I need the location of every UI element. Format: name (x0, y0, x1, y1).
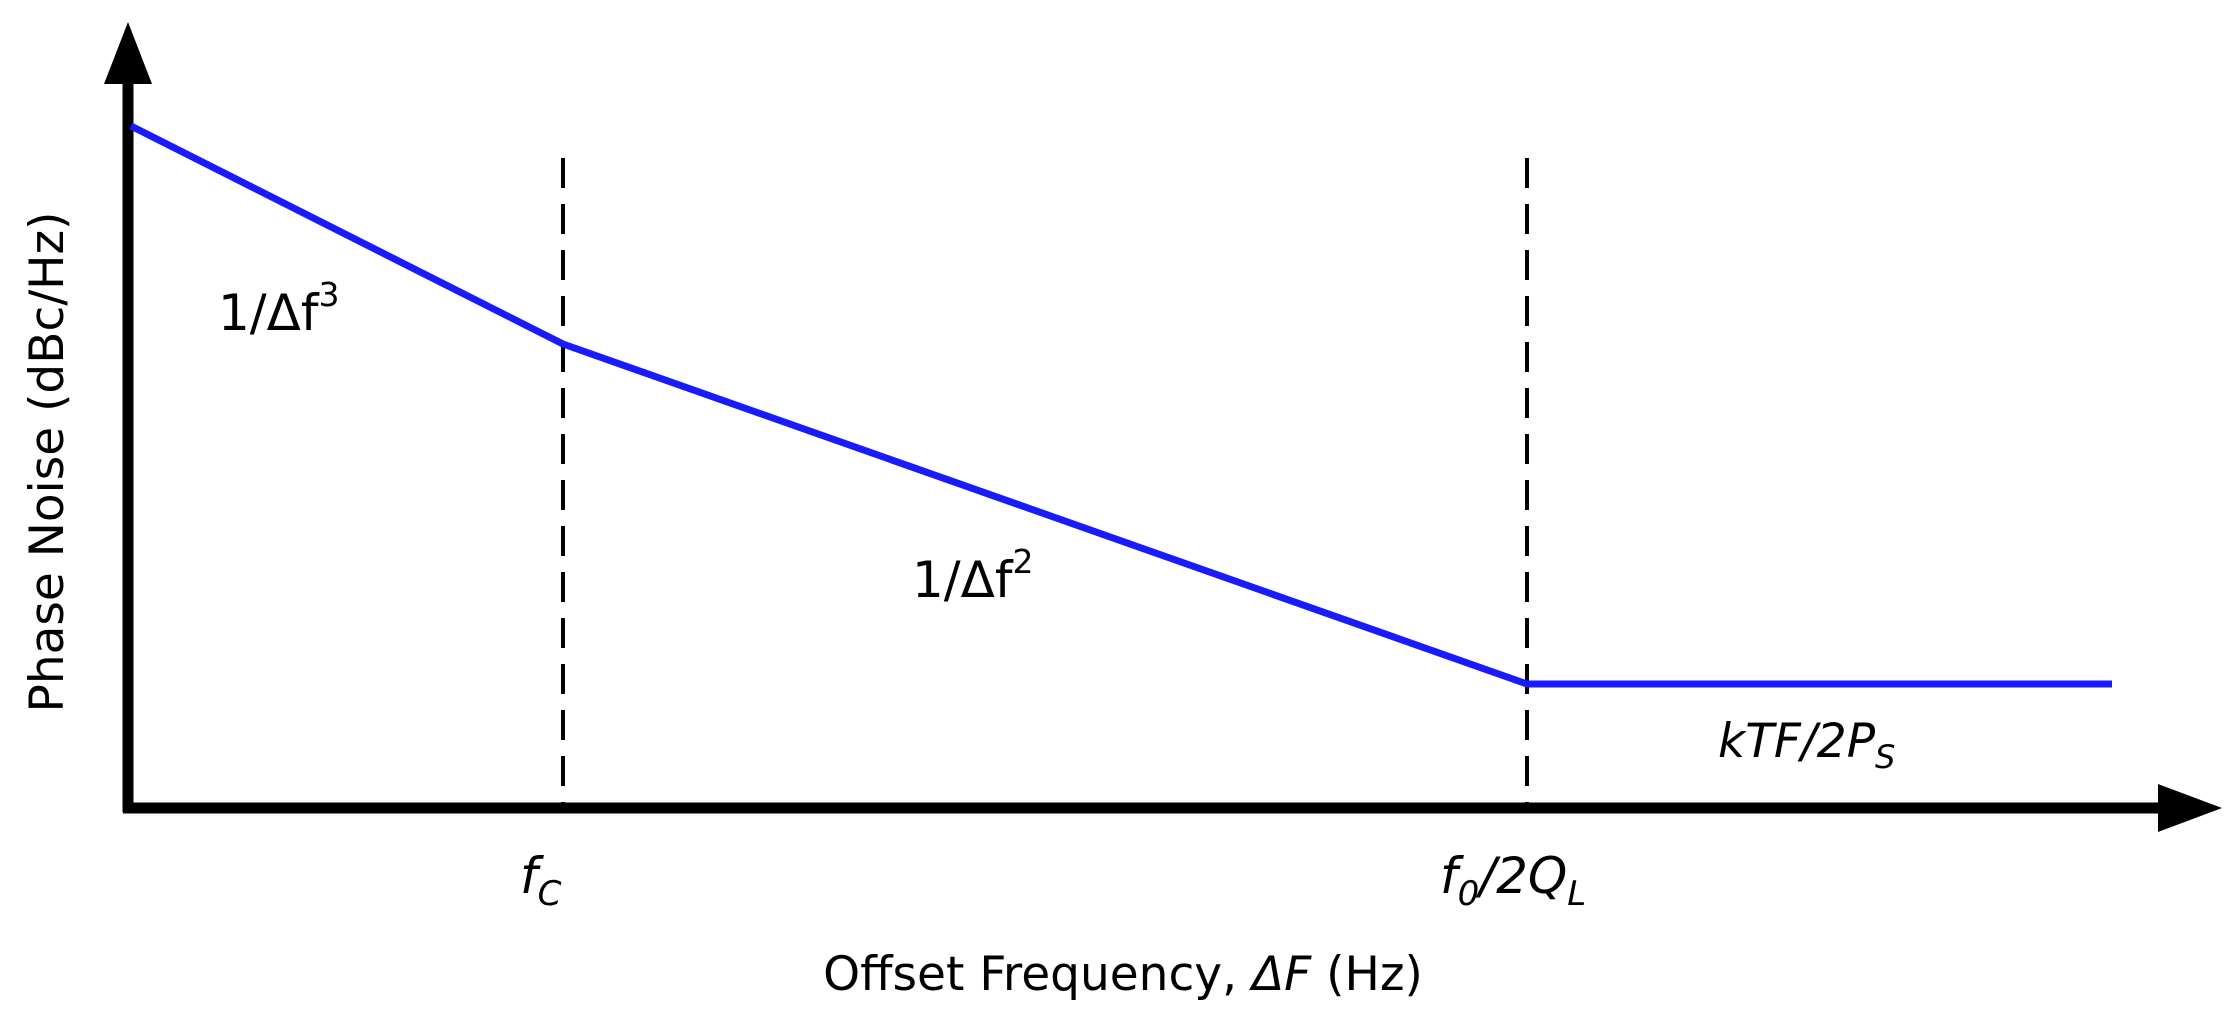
resonator-frequency-subscript: L (1567, 874, 1586, 914)
resonator-frequency-label: f0/2QL (1440, 847, 1586, 914)
phase-noise-curve (129, 122, 2112, 688)
flicker-region-base: 1/Δf (218, 284, 320, 342)
resonator-frequency-middle: /2Q (1475, 847, 1567, 905)
flicker-region-superscript: 3 (318, 275, 339, 314)
resonator-frequency-base-subscript: 0 (1458, 874, 1480, 914)
noise-floor-label: kTF/2PS (1718, 714, 1895, 776)
thermal-region-label: 1/Δf2 (912, 542, 1033, 609)
x-axis-arrowhead (2158, 784, 2222, 832)
noise-floor-subscript: S (1875, 738, 1895, 776)
y-axis-label: Phase Noise (dBc/Hz) (20, 211, 75, 712)
x-axis-label-symbol: ΔF (1249, 947, 1312, 1002)
corner-frequency-label: fC (520, 847, 562, 914)
y-axis-arrowhead (104, 22, 152, 84)
thermal-region-base: 1/Δf (912, 551, 1014, 609)
thermal-region-superscript: 2 (1012, 542, 1033, 581)
flicker-region-label: 1/Δf3 (218, 275, 339, 342)
x-axis-label-prefix: Offset Frequency, (823, 947, 1252, 1002)
x-axis-label-suffix: (Hz) (1311, 947, 1423, 1002)
noise-floor-base: kTF/2P (1718, 714, 1876, 769)
x-axis-label: Offset Frequency, ΔF (Hz) (823, 947, 1423, 1002)
corner-frequency-subscript: C (538, 874, 562, 914)
